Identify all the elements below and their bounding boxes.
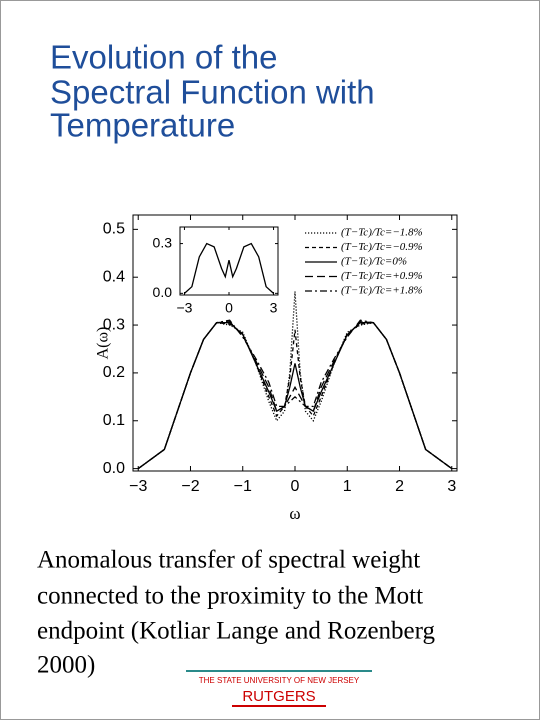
- y-tick-label: 0.3: [103, 316, 125, 333]
- x-tick-label: −2: [181, 478, 199, 495]
- x-tick-label: 3: [270, 300, 278, 316]
- x-tick-label: 0: [291, 478, 300, 495]
- y-tick-label: 0.0: [103, 460, 125, 477]
- x-tick-label: 2: [395, 478, 404, 495]
- x-tick-label: 0: [225, 300, 233, 316]
- series-line: [184, 242, 274, 294]
- y-axis-label: A(ω): [95, 327, 112, 360]
- x-tick-label: 1: [343, 478, 352, 495]
- title: Evolution of the Spectral Function with …: [50, 39, 375, 144]
- charts: 0.0 0.1 0.2 0.3 0.4 0.5 −3 −2 −1 0 1 2 3 ω A(ω) (T−Tc)/…: [95, 214, 458, 523]
- caption-line: 2000): [37, 652, 95, 679]
- caption-line: endpoint (Kotliar Lange and Rozenberg: [37, 618, 436, 645]
- title-line: Evolution of the: [50, 39, 278, 76]
- y-tick-label: 0.3: [153, 234, 173, 250]
- legend-label: (T−Tc)/Tc=0%: [341, 256, 407, 268]
- legend-label: (T−Tc)/Tc=+0.9%: [341, 270, 423, 282]
- title-line: Spectral Function with: [50, 74, 375, 111]
- rutgers-logo: RUTGERS: [242, 688, 315, 705]
- x-tick-label: −3: [129, 478, 147, 495]
- legend-label: (T−Tc)/Tc=−0.9%: [341, 241, 423, 253]
- x-tick-label: 3: [447, 478, 456, 495]
- caption-line: Anomalous transfer of spectral weight: [37, 547, 420, 574]
- x-axis-label: ω: [289, 504, 300, 523]
- y-tick-label: 0.5: [103, 221, 125, 238]
- series-line: [137, 319, 453, 470]
- title-line: Temperature: [50, 107, 235, 144]
- university-name: THE STATE UNIVERSITY OF NEW JERSEY: [199, 676, 360, 685]
- y-tick-label: 0.4: [103, 268, 125, 285]
- legend-label: (T−Tc)/Tc=−1.8%: [341, 227, 423, 239]
- caption-line: connected to the proximity to the Mott: [37, 583, 423, 610]
- caption: Anomalous transfer of spectral weight co…: [37, 547, 436, 679]
- y-tick-label: 0.2: [103, 364, 125, 381]
- legend-label: (T−Tc)/Tc=+1.8%: [341, 285, 423, 297]
- x-tick-label: −3: [176, 300, 192, 316]
- y-tick-label: 0.0: [153, 284, 173, 300]
- y-tick-label: 0.1: [103, 412, 125, 429]
- x-tick-label: −1: [234, 478, 252, 495]
